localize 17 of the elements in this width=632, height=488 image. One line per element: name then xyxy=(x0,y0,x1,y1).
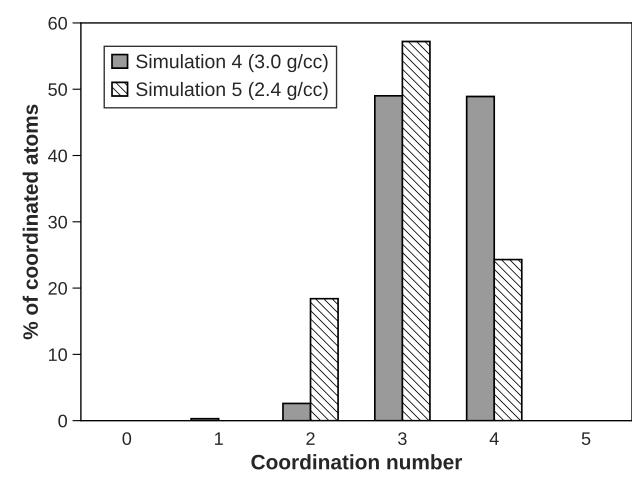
x-tick-label: 4 xyxy=(490,432,499,445)
x-axis-title: Coordination number xyxy=(251,454,462,470)
y-tick-label: 0 xyxy=(58,414,67,428)
y-tick-label: 20 xyxy=(48,282,67,295)
y-tick-label: 60 xyxy=(48,16,67,30)
y-axis-title: % of coordinated atoms xyxy=(22,104,38,340)
x-tick-label: 0 xyxy=(122,432,132,446)
y-tick-label: 40 xyxy=(48,149,67,162)
legend-label: Simulation 4 (3.0 g/cc) xyxy=(136,54,328,72)
y-tick-label: 50 xyxy=(48,83,67,96)
y-tick-label: 30 xyxy=(48,216,67,229)
y-tick-label: 10 xyxy=(48,348,67,362)
legend-label: Simulation 5 (2.4 g/cc) xyxy=(136,82,328,100)
x-tick-label: 2 xyxy=(306,432,315,445)
x-tick-label: 5 xyxy=(582,432,590,446)
x-tick-label: 3 xyxy=(398,432,407,446)
x-tick-label: 1 xyxy=(215,432,223,445)
